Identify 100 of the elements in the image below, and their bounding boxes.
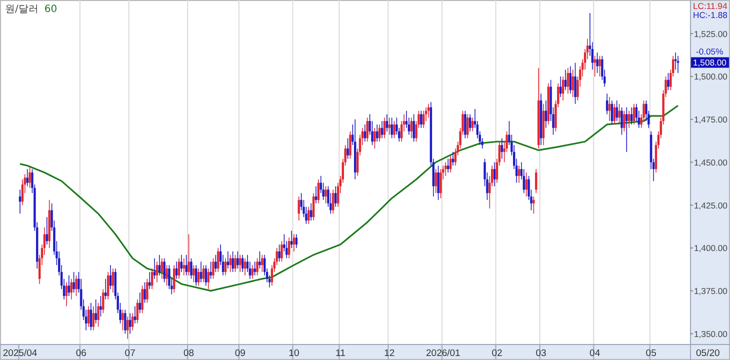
text: 1,508.00	[693, 58, 727, 68]
candlestick	[535, 168, 538, 194]
x-tick-label: 04	[590, 348, 600, 359]
candlestick	[620, 106, 623, 136]
x-tick-label: 10	[288, 348, 300, 359]
candlestick	[202, 264, 205, 283]
y-tick-label: 1,425.00	[694, 200, 728, 210]
candlestick	[68, 275, 70, 296]
candlestick	[308, 206, 310, 224]
candlestick	[182, 258, 185, 276]
candlestick	[500, 138, 503, 160]
candlestick	[324, 186, 327, 204]
candlestick	[427, 104, 430, 118]
y-tick-label: 1,375.00	[694, 286, 728, 296]
candlestick	[87, 306, 90, 328]
candlestick	[623, 110, 626, 132]
candlestick	[100, 296, 102, 317]
candlestick	[393, 120, 396, 139]
candlestick	[178, 258, 180, 280]
candlestick	[156, 261, 158, 283]
candlestick	[332, 189, 334, 214]
candlestick	[349, 130, 352, 160]
candlestick	[197, 268, 200, 286]
text: 05/20	[696, 348, 720, 359]
candlestick	[334, 186, 337, 208]
candlestick	[200, 261, 202, 283]
chart-title: 원/달러	[5, 4, 38, 15]
candlestick	[388, 117, 390, 136]
x-tick-label: 03	[536, 348, 546, 359]
text: 60	[44, 4, 58, 15]
candlestick	[46, 216, 48, 245]
candlestick	[126, 316, 129, 340]
candlestick	[471, 117, 474, 132]
candlestick	[173, 264, 176, 293]
candlestick	[608, 96, 611, 122]
candlestick	[192, 264, 195, 283]
x-tick-label: 07	[124, 348, 136, 359]
candlestick	[175, 261, 178, 280]
candlestick	[317, 178, 320, 204]
candlestick	[390, 117, 393, 139]
x-tick-label: 02	[492, 348, 502, 359]
candlestick	[72, 272, 75, 293]
candlestick	[532, 196, 535, 214]
candlestick	[204, 264, 208, 286]
candlestick	[564, 69, 567, 91]
candlestick	[422, 110, 425, 128]
candlestick	[236, 250, 239, 269]
candlestick	[160, 258, 163, 280]
candlestick	[163, 258, 166, 283]
candlestick	[594, 55, 596, 77]
candlestick	[180, 254, 183, 272]
candlestick	[610, 100, 614, 125]
candlestick	[106, 272, 110, 300]
candlestick	[166, 264, 168, 286]
y-tick-label: 1,525.00	[694, 28, 728, 39]
candlestick	[518, 165, 520, 184]
candlestick	[94, 299, 97, 324]
candlestick	[290, 230, 293, 248]
candlestick	[261, 254, 264, 272]
candlestick	[134, 306, 136, 324]
y-tick-label: 1,450.00	[694, 157, 728, 168]
candlestick	[374, 128, 376, 149]
text: LC:11.94	[693, 1, 728, 11]
candlestick	[606, 93, 608, 115]
candlestick	[128, 312, 132, 334]
candlestick	[224, 258, 227, 276]
candlestick	[468, 114, 472, 132]
candlestick	[346, 138, 349, 160]
candlestick	[292, 234, 296, 252]
candlestick	[212, 258, 214, 280]
candlestick	[280, 240, 283, 262]
candlestick	[232, 250, 234, 272]
candlestick	[244, 258, 246, 276]
candlestick	[65, 282, 68, 307]
candlestick	[412, 114, 415, 142]
candlestick	[234, 254, 236, 272]
candlestick	[444, 162, 447, 176]
candlestick	[314, 186, 318, 204]
y-tick-label: 1,475.00	[694, 114, 728, 125]
candlestick	[136, 299, 139, 324]
candlestick	[144, 282, 146, 304]
candlestick	[288, 237, 290, 259]
candlestick	[366, 117, 368, 142]
candlestick	[596, 52, 598, 74]
candlestick	[466, 114, 469, 139]
candlestick	[207, 268, 210, 290]
candlestick	[618, 104, 620, 125]
candlestick	[420, 110, 422, 128]
candlestick	[295, 234, 298, 248]
candlestick	[97, 302, 100, 328]
candlestick	[437, 165, 440, 200]
candlestick	[190, 258, 192, 280]
candlestick	[158, 254, 161, 276]
x-tick-label: 2026/01	[426, 348, 460, 359]
text: -0.05%	[696, 46, 724, 57]
x-tick-label: 05	[646, 348, 656, 359]
x-tick-label: 11	[336, 348, 346, 359]
candlestick	[141, 285, 144, 314]
candlestick	[434, 168, 437, 194]
candlestick	[386, 114, 388, 132]
